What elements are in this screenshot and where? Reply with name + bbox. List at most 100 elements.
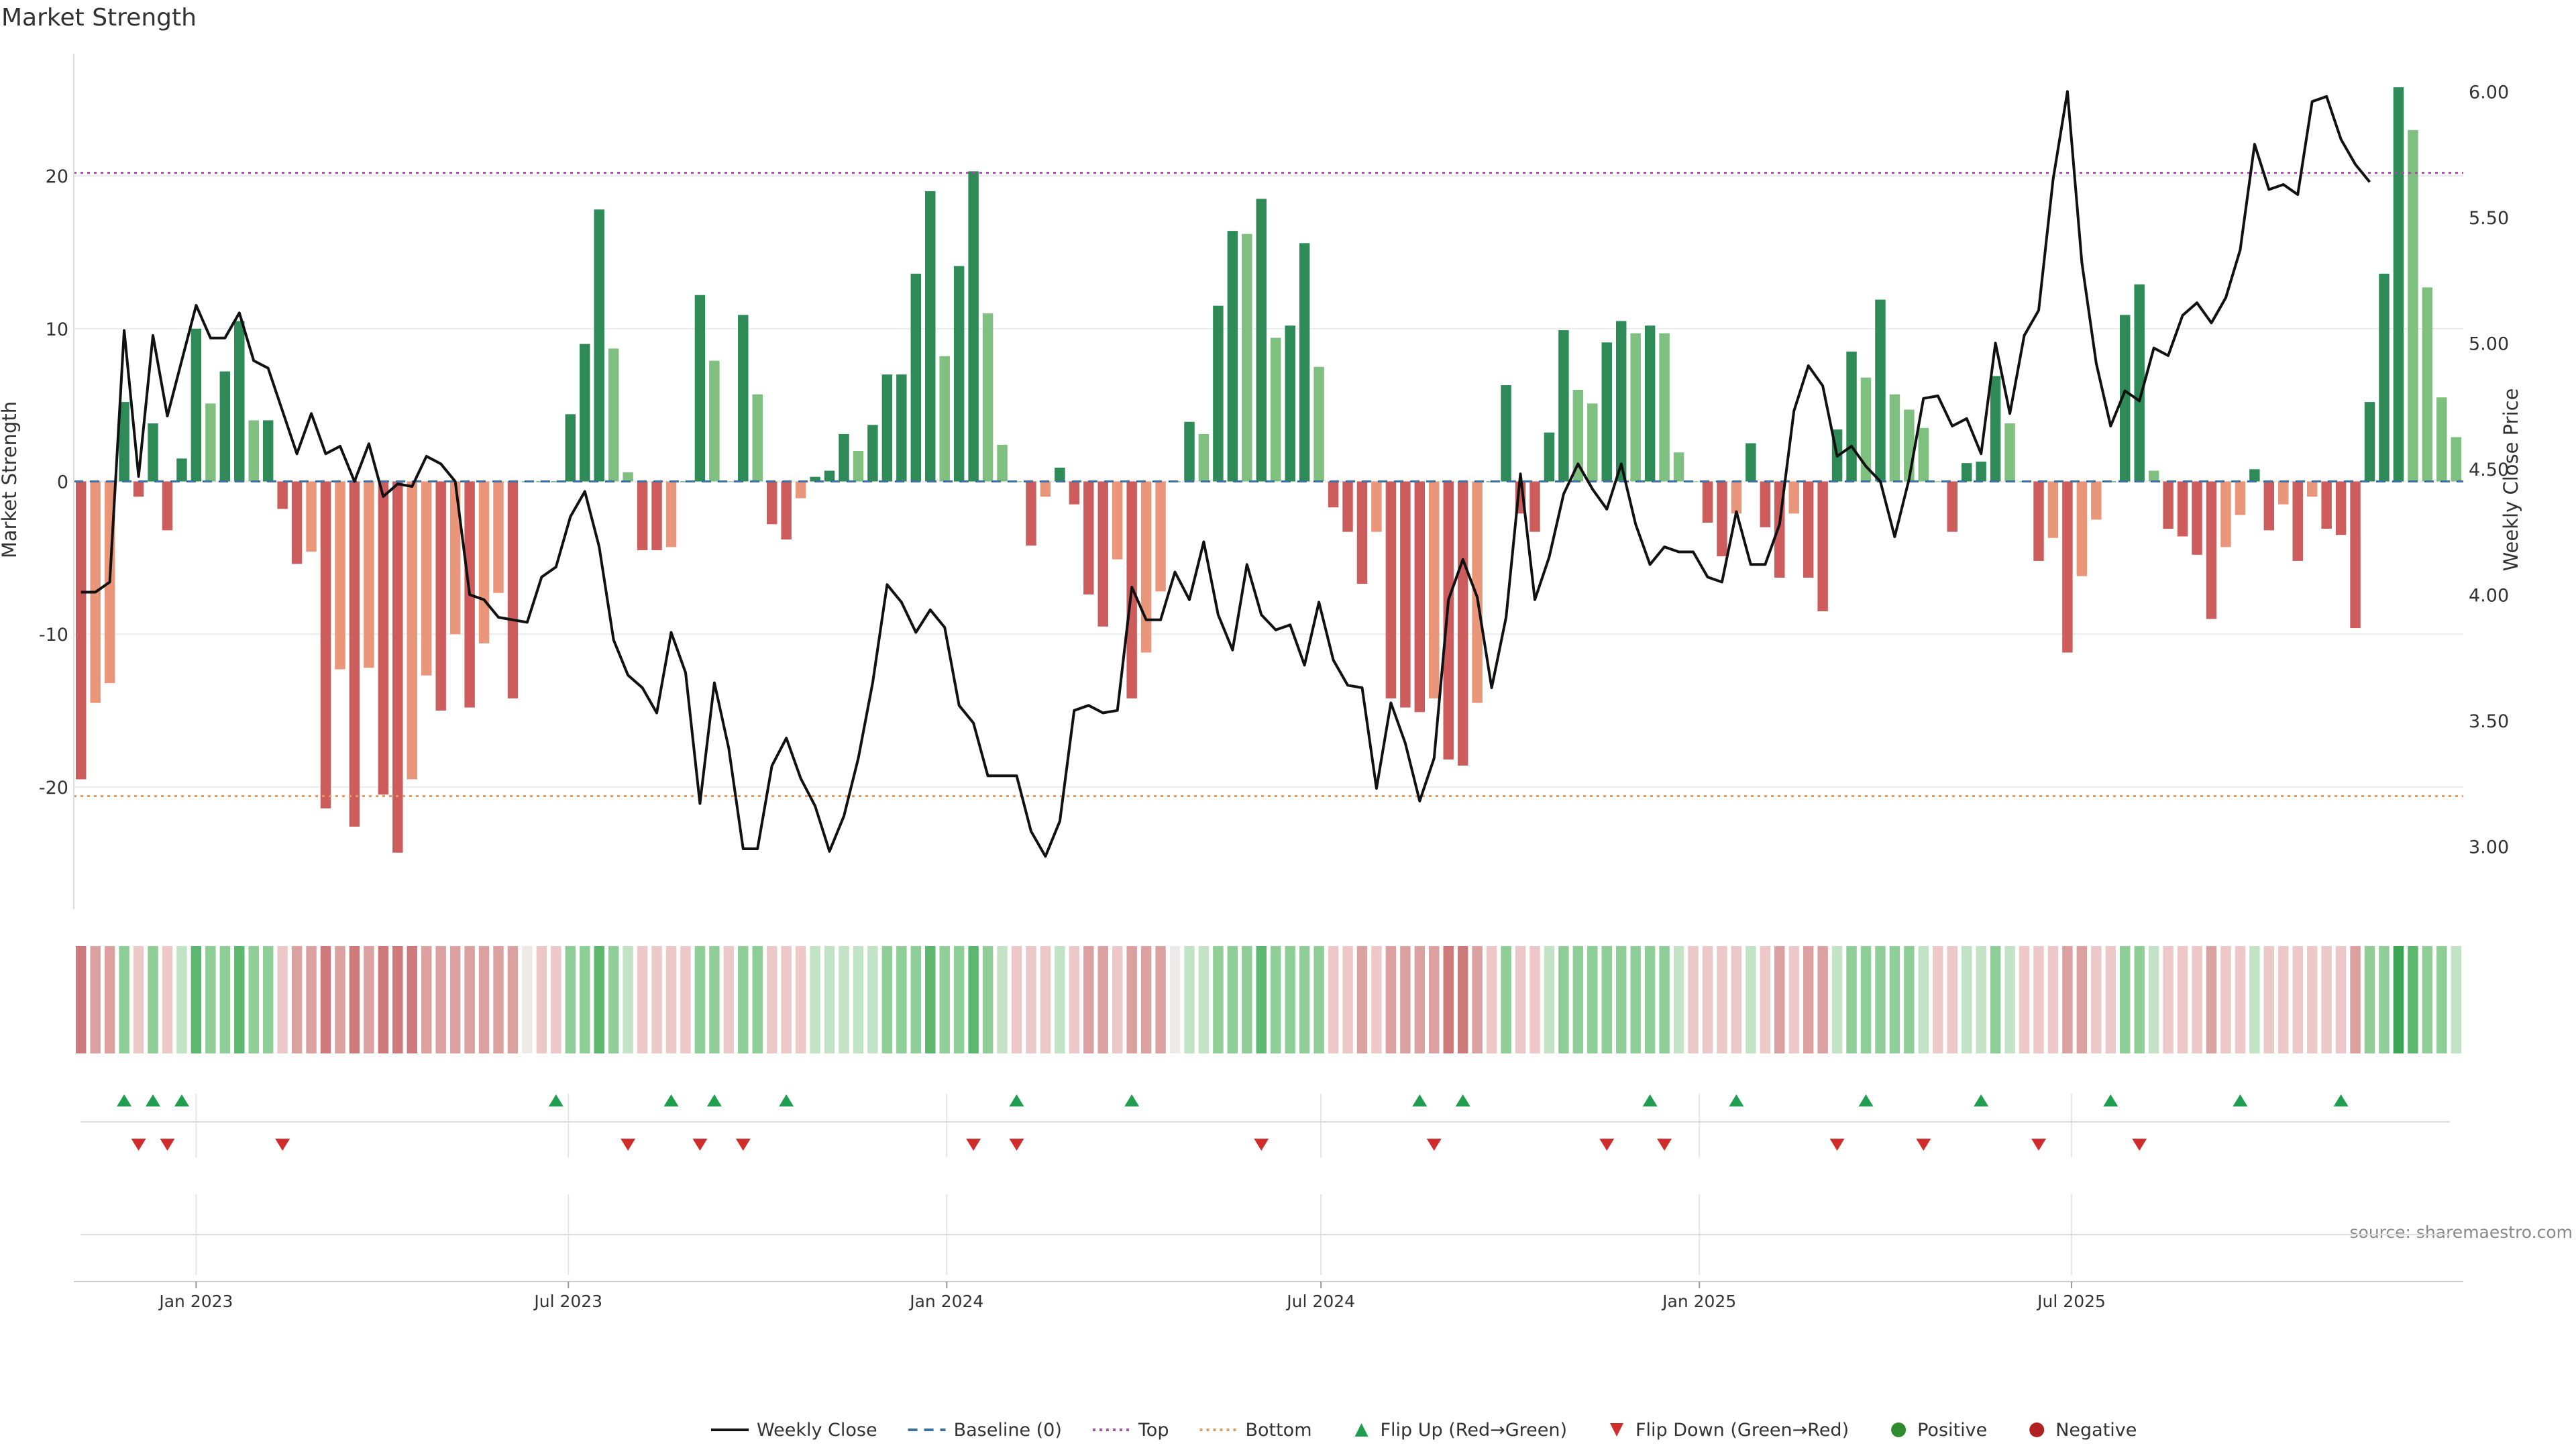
heat-cell (1904, 946, 1915, 1053)
heat-cell (1860, 946, 1872, 1053)
heat-cell (580, 946, 590, 1053)
strength-bar (2306, 481, 2318, 497)
heat-cell (709, 946, 720, 1053)
heat-cell (766, 946, 777, 1053)
heat-cell (1659, 946, 1670, 1053)
strength-bar (449, 481, 461, 635)
heat-cell (378, 946, 389, 1053)
x-tick-label: Jan 2025 (1661, 1292, 1736, 1311)
flip-down-marker (1657, 1139, 1672, 1151)
strength-bar (1817, 481, 1828, 612)
strength-bar (867, 425, 878, 482)
strength-bar (2335, 481, 2347, 535)
strength-bar (320, 481, 331, 809)
heat-cell (738, 946, 749, 1053)
flip-markers (80, 1094, 2450, 1151)
strength-bar (2033, 481, 2044, 561)
heat-cell (680, 946, 691, 1053)
heat-cell (1717, 946, 1727, 1053)
heat-cell (910, 946, 922, 1053)
weekly-close-line (80, 90, 2371, 858)
flip-up-marker (1124, 1094, 1140, 1106)
strength-bar (738, 315, 749, 482)
strength-bar (953, 266, 965, 482)
strength-bar (1213, 305, 1224, 482)
strength-bar (910, 273, 922, 482)
heat-cell (1544, 946, 1555, 1053)
heat-cell (277, 946, 288, 1053)
legend-item: Baseline (0) (908, 1420, 1062, 1441)
y-tick-label-right: 3.50 (2469, 711, 2509, 732)
strength-bar (1904, 409, 1915, 482)
heat-cell (2062, 946, 2073, 1053)
heat-cell (1155, 946, 1166, 1053)
heat-cell (1688, 946, 1699, 1053)
strength-bar (1889, 394, 1900, 482)
strength-bar (1760, 481, 1771, 527)
strength-bar (2177, 481, 2188, 537)
strength-bar (1615, 321, 1627, 482)
heat-cell (421, 946, 432, 1053)
flip-up-marker (1455, 1094, 1470, 1106)
heat-cell (781, 946, 792, 1053)
strength-bar (968, 171, 979, 482)
heat-cell (2350, 946, 2361, 1053)
flip-up-marker (1009, 1094, 1024, 1106)
heat-cell (1213, 946, 1224, 1053)
heat-cell (2451, 946, 2461, 1053)
heat-cell (1356, 946, 1368, 1053)
strength-bar (234, 321, 245, 482)
legend-label: Weekly Close (757, 1420, 877, 1441)
strength-bar (982, 313, 994, 482)
strength-bar (2091, 481, 2102, 520)
strength-bar (1846, 351, 1857, 482)
heat-cell (1242, 946, 1252, 1053)
heat-cell (2105, 946, 2116, 1053)
flip-down-marker (275, 1139, 290, 1151)
strength-bar (2148, 470, 2159, 482)
heat-cell (1443, 946, 1454, 1053)
flip-down-marker (160, 1139, 175, 1151)
strength-bar (565, 414, 576, 482)
strength-bar (133, 481, 144, 497)
heat-cell (320, 946, 331, 1053)
heat-cell (1227, 946, 1238, 1053)
strength-bar (1443, 481, 1454, 760)
strength-bar (1860, 377, 1872, 482)
strength-bar (349, 481, 360, 827)
heat-cell (1097, 946, 1108, 1053)
heat-cell (1385, 946, 1397, 1053)
strength-bar (262, 420, 274, 482)
strength-bar (1371, 481, 1382, 532)
heat-cell (2422, 946, 2433, 1053)
heat-cell (464, 946, 475, 1053)
heat-cell (1501, 946, 1511, 1053)
strength-bar (766, 481, 777, 525)
heat-cell (306, 946, 317, 1053)
heat-cell (2134, 946, 2145, 1053)
strength-bar (623, 472, 633, 482)
heat-cell (2306, 946, 2318, 1053)
heat-cell (1299, 946, 1310, 1053)
strength-bar (2120, 315, 2131, 482)
strength-bar (335, 481, 345, 670)
heat-cell (2408, 946, 2418, 1053)
strength-bar (1529, 481, 1540, 532)
heat-cell (90, 946, 101, 1053)
strength-bar (637, 481, 648, 550)
strength-bar (306, 481, 317, 552)
heat-cell (536, 946, 547, 1053)
legend-label: Baseline (0) (954, 1420, 1062, 1441)
strength-bar (1544, 432, 1555, 482)
strength-bar (364, 481, 374, 668)
heat-cell (939, 946, 950, 1053)
strength-bar (176, 458, 187, 482)
strength-bar (478, 481, 490, 643)
heat-cell (1400, 946, 1411, 1053)
flip-up-marker (1974, 1094, 1989, 1106)
flip-down-marker (2132, 1139, 2147, 1151)
x-tick-label: Jul 2023 (533, 1292, 602, 1311)
heat-cell (1472, 946, 1483, 1053)
strength-bar (1717, 481, 1727, 557)
